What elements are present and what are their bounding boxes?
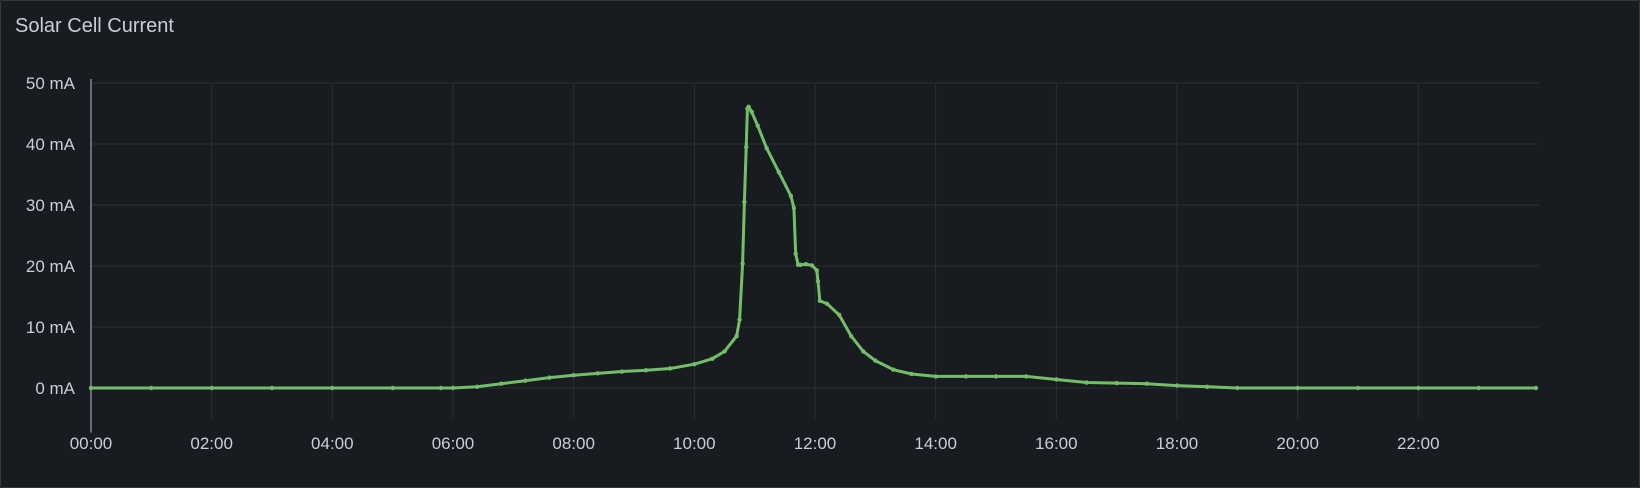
data-point bbox=[803, 261, 809, 267]
data-point bbox=[1144, 381, 1150, 386]
data-point bbox=[809, 263, 815, 268]
y-tick-label: 0 mA bbox=[35, 379, 75, 398]
data-point bbox=[873, 358, 878, 363]
data-point bbox=[793, 251, 798, 256]
data-point bbox=[269, 385, 275, 391]
data-point bbox=[1416, 385, 1421, 391]
data-point bbox=[1023, 374, 1029, 379]
data-point bbox=[523, 378, 528, 383]
y-tick-label: 40 mA bbox=[26, 135, 76, 154]
data-point bbox=[817, 298, 823, 303]
data-point bbox=[643, 368, 649, 373]
y-tick-label: 20 mA bbox=[26, 257, 76, 276]
data-point bbox=[814, 268, 820, 273]
data-point bbox=[788, 193, 794, 199]
data-point bbox=[438, 385, 444, 391]
y-tick-label: 10 mA bbox=[26, 318, 76, 337]
x-tick-label: 10:00 bbox=[673, 434, 716, 453]
data-point bbox=[692, 362, 697, 367]
data-point bbox=[88, 385, 94, 391]
data-point bbox=[1295, 385, 1300, 391]
data-point bbox=[824, 301, 830, 307]
data-point bbox=[737, 317, 742, 322]
data-point bbox=[619, 369, 625, 374]
data-point bbox=[1114, 380, 1119, 386]
data-point bbox=[595, 371, 600, 376]
data-point bbox=[746, 104, 751, 109]
data-point bbox=[815, 279, 821, 284]
data-point bbox=[776, 169, 781, 175]
x-tick-label: 08:00 bbox=[552, 434, 595, 453]
x-tick-label: 16:00 bbox=[1035, 434, 1078, 453]
data-point bbox=[1355, 385, 1361, 391]
data-point bbox=[742, 199, 747, 205]
data-point bbox=[963, 374, 969, 379]
data-point bbox=[571, 372, 576, 378]
data-point bbox=[734, 333, 739, 339]
data-point bbox=[209, 385, 214, 391]
x-tick-label: 18:00 bbox=[1156, 434, 1199, 453]
y-tick-label: 30 mA bbox=[26, 196, 76, 215]
data-point bbox=[668, 366, 673, 371]
data-point bbox=[1235, 385, 1240, 391]
x-tick-label: 02:00 bbox=[190, 434, 233, 453]
x-tick-label: 22:00 bbox=[1397, 434, 1440, 453]
data-point bbox=[1054, 377, 1059, 382]
x-tick-label: 04:00 bbox=[311, 434, 354, 453]
data-point bbox=[740, 261, 745, 266]
data-point bbox=[390, 385, 395, 391]
data-point bbox=[764, 146, 769, 151]
x-tick-label: 06:00 bbox=[432, 434, 475, 453]
data-point bbox=[450, 385, 456, 391]
data-point bbox=[710, 356, 715, 361]
data-point bbox=[933, 374, 938, 379]
y-tick-label: 50 mA bbox=[26, 74, 76, 93]
data-point bbox=[749, 109, 754, 114]
x-tick-label: 20:00 bbox=[1276, 434, 1319, 453]
data-point bbox=[1476, 385, 1481, 391]
data-point bbox=[330, 385, 335, 391]
data-point bbox=[861, 349, 866, 354]
data-point bbox=[474, 384, 480, 389]
data-point bbox=[1084, 380, 1089, 385]
data-point bbox=[891, 367, 896, 372]
data-point bbox=[547, 375, 552, 380]
data-point bbox=[1533, 385, 1539, 391]
data-point bbox=[1174, 383, 1180, 388]
data-point bbox=[1204, 384, 1210, 389]
data-point bbox=[499, 381, 504, 386]
x-tick-label: 14:00 bbox=[914, 434, 957, 453]
data-point bbox=[755, 123, 760, 128]
x-tick-label: 00:00 bbox=[70, 434, 113, 453]
data-point bbox=[798, 262, 803, 267]
data-point bbox=[791, 205, 797, 211]
data-point bbox=[744, 144, 749, 150]
data-point bbox=[993, 374, 999, 379]
data-point bbox=[849, 333, 854, 339]
data-point bbox=[836, 312, 842, 317]
data-point bbox=[722, 349, 727, 354]
panel-title[interactable]: Solar Cell Current bbox=[15, 15, 174, 37]
data-point bbox=[149, 385, 154, 391]
data-point bbox=[909, 371, 914, 377]
series-line bbox=[89, 105, 1538, 390]
x-tick-label: 12:00 bbox=[794, 434, 837, 453]
